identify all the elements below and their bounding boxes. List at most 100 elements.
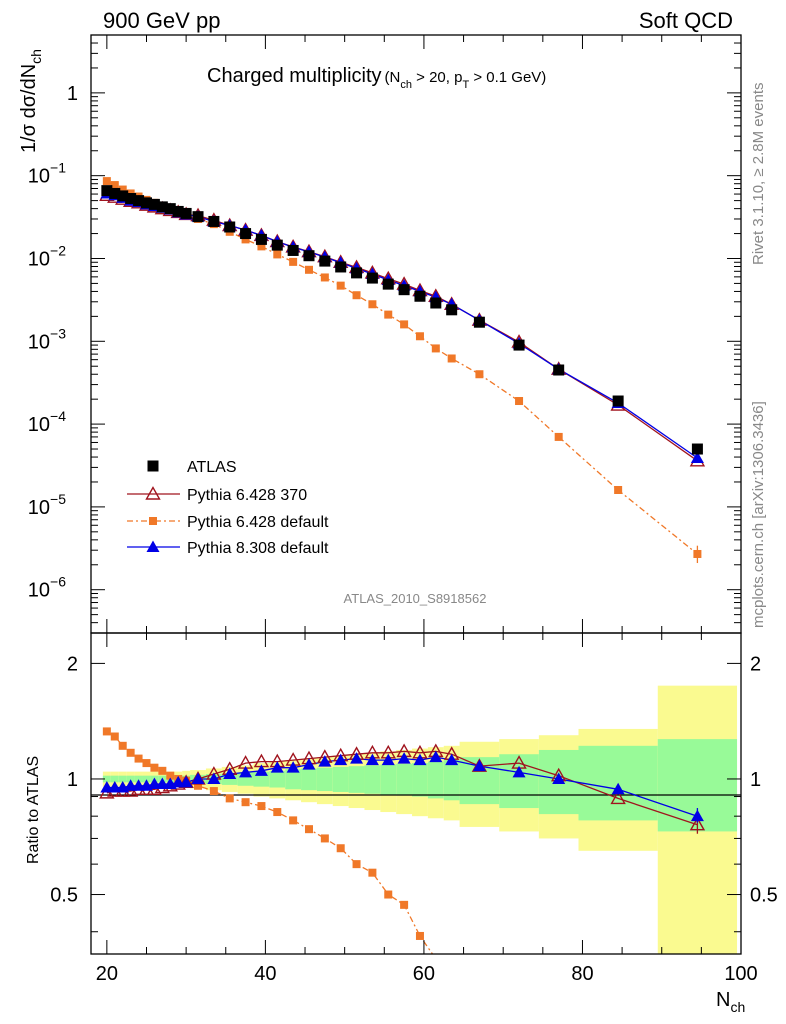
ratio-point-p8 (254, 764, 268, 776)
x-tick-label: 20 (96, 963, 118, 985)
main-point-atlas (133, 195, 145, 207)
main-point-p6_default (614, 485, 623, 494)
ratio-point-p6_default (225, 794, 234, 803)
ratio-point-p6_370 (610, 790, 626, 805)
ratio-point-p6_default (368, 868, 377, 877)
main-point-p6_default (102, 177, 111, 186)
main-y-tick-label: 10−6 (28, 574, 66, 602)
ratio-point-p6_default (209, 787, 218, 796)
main-y-tick-label: 10−2 (28, 242, 66, 270)
ratio-point-p8 (318, 755, 332, 767)
ratio-point-p6_default (110, 732, 119, 741)
ratio-point-p6_default (241, 798, 250, 807)
main-point-p6_default (304, 265, 313, 274)
ratio-point-p6_default (320, 834, 329, 843)
ratio-point-p8 (429, 750, 443, 763)
main-point-p6_default (273, 250, 282, 259)
main-point-atlas (180, 207, 192, 219)
ratio-point-p6_default (150, 763, 159, 772)
ratio-ylabel: Ratio to ATLAS (25, 756, 42, 864)
main-point-atlas (109, 187, 121, 199)
ratio-y-tick-label-right: 1 (750, 769, 761, 791)
ratio-band-inner (118, 775, 127, 783)
ratio-band-inner (348, 766, 365, 793)
ratio-plot-area (102, 685, 738, 954)
x-axis-title: Nch (716, 989, 745, 1015)
main-point-atlas (224, 221, 236, 233)
ratio-point-p6_default (166, 771, 175, 780)
x-tick-label: 80 (571, 963, 593, 985)
ratio-band-inner (380, 764, 397, 795)
main-point-atlas (414, 290, 426, 302)
ratio-y-tick-label-left: 2 (67, 653, 78, 675)
main-y-tick-label: 1 (67, 83, 78, 105)
main-point-p6_default (336, 281, 345, 290)
ratio-point-p6_default (273, 808, 282, 817)
main-point-atlas (691, 443, 703, 455)
ratio-point-p6_default (194, 781, 203, 790)
ratio-plot-frame (90, 632, 742, 955)
x-tick-label: 40 (254, 963, 276, 985)
main-point-atlas (125, 193, 137, 205)
ratio-band-inner (499, 754, 539, 809)
ratio-band-inner (396, 763, 413, 796)
main-point-atlas (148, 198, 160, 210)
ratio-point-p8 (179, 775, 193, 788)
main-point-atlas (192, 211, 204, 223)
ratio-band-inner (142, 775, 151, 783)
main-point-p6_default (384, 310, 393, 319)
main-point-atlas (101, 185, 113, 197)
x-tick-label: 100 (724, 963, 757, 985)
ratio-band-inner (332, 766, 349, 792)
main-point-atlas (446, 304, 458, 316)
ratio-point-p6_default (102, 727, 111, 736)
ratio-point-p8 (239, 765, 253, 778)
main-point-atlas (473, 316, 485, 328)
ratio-point-p6_default (142, 759, 151, 768)
analysis-id: ATLAS_2010_S8918562 (344, 591, 487, 606)
ratio-band-inner (134, 775, 143, 783)
legend: ATLAS Pythia 6.428 370 Pythia 6.428 defaul… (127, 459, 329, 557)
main-point-atlas (513, 339, 525, 351)
main-point-p8 (690, 451, 704, 463)
main-point-p6_default (257, 242, 266, 251)
ratio-band-inner (221, 773, 238, 785)
ratio-point-p6_default (257, 802, 266, 811)
ratio-point-p8 (302, 758, 316, 770)
ratio-band-inner (301, 768, 317, 791)
main-point-atlas (398, 284, 410, 296)
ratio-y-tick-label-right: 2 (750, 653, 761, 675)
main-point-atlas (240, 228, 252, 240)
main-point-atlas (430, 297, 442, 309)
main-point-atlas (271, 239, 283, 251)
main-point-atlas (319, 255, 331, 267)
rivet-version-label: Rivet 3.1.10, ≥ 2.8M events (750, 83, 767, 266)
ratio-point-p8 (611, 782, 625, 795)
main-point-atlas (303, 250, 315, 262)
header-right: Soft QCD (639, 8, 733, 33)
ratio-band-inner (443, 760, 460, 801)
main-point-atlas (156, 201, 168, 213)
main-point-p6_default (320, 273, 329, 282)
legend-label-atlas: ATLAS (187, 459, 237, 476)
main-point-atlas (208, 215, 220, 227)
legend-marker-p8 (146, 540, 160, 552)
main-y-tick-label: 10−5 (28, 491, 66, 519)
main-point-atlas (117, 190, 129, 202)
ratio-band-inner (316, 767, 333, 792)
main-y-tick-label: 10−4 (28, 408, 66, 436)
ratio-point-p6_default (415, 931, 424, 940)
ratio-point-p6_default (158, 766, 167, 775)
ratio-point-p8 (413, 753, 427, 766)
ratio-band-inner (102, 775, 111, 783)
main-point-p6_default (431, 344, 440, 353)
ratio-point-p8 (286, 761, 300, 773)
legend-label-p6_default: Pythia 6.428 default (187, 514, 329, 531)
ratio-band-inner (269, 770, 286, 788)
ratio-point-p8 (191, 772, 205, 784)
ratio-point-p8 (350, 752, 364, 764)
main-point-atlas (335, 261, 347, 273)
main-point-p6_default (368, 300, 377, 309)
ratio-point-p8 (397, 752, 411, 764)
main-point-atlas (172, 205, 184, 217)
